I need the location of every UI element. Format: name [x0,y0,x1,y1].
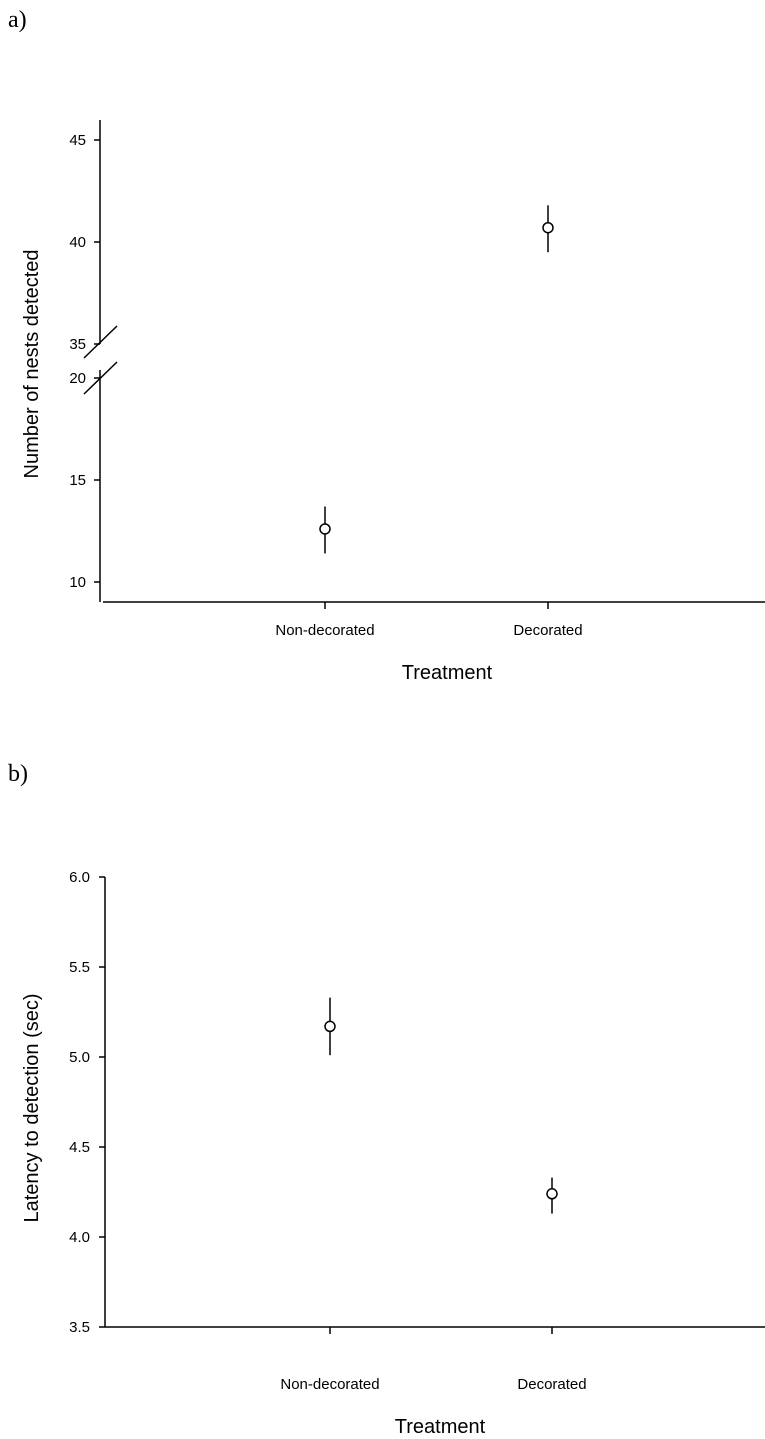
axis-break-mark [83,361,118,395]
panel-a-y-axis-lower: 10 15 20 [69,361,118,602]
y-tick-label: 15 [69,472,86,489]
panel-a-label: a) [8,7,27,33]
panel-b-label: b) [8,761,28,787]
y-tick-label: 6.0 [69,869,90,886]
y-tick-label: 10 [69,574,86,591]
x-tick-label: Non-decorated [275,622,374,639]
panel-a-y-axis-upper: 35 40 45 [69,120,118,359]
x-tick-label: Decorated [513,622,582,639]
y-tick-label: 4.0 [69,1229,90,1246]
axis-break-mark [83,325,118,359]
panel-b-x-axis: Non-decorated Decorated [105,1326,765,1393]
data-point [319,523,331,535]
x-tick-label: Non-decorated [280,1376,379,1393]
panel-a-data [319,205,554,554]
data-point [542,221,554,234]
panel-b-data [324,997,558,1214]
panel-a-x-axis-title: Treatment [402,662,493,684]
y-tick-label: 35 [69,336,86,353]
panel-a-y-axis-title: Number of nests detected [21,249,43,478]
panel-a-x-axis: Non-decorated Decorated [103,601,765,639]
y-tick-label: 5.5 [69,959,90,976]
y-tick-label: 45 [69,132,86,149]
y-tick-label: 4.5 [69,1139,90,1156]
y-tick-label: 5.0 [69,1049,90,1066]
panel-b: b) 3.5 4.0 4.5 5.0 5.5 6.0 Non-decorated Decor… [8,761,765,1438]
y-tick-label: 3.5 [69,1319,90,1336]
y-tick-label: 40 [69,234,86,251]
x-tick-label: Decorated [517,1376,586,1393]
panel-b-y-axis-title: Latency to detection (sec) [21,993,43,1222]
panel-b-y-axis: 3.5 4.0 4.5 5.0 5.5 6.0 [69,869,106,1336]
data-point [324,1020,336,1033]
data-point [546,1188,558,1200]
y-tick-label: 20 [69,370,86,387]
panel-b-x-axis-title: Treatment [395,1416,486,1438]
